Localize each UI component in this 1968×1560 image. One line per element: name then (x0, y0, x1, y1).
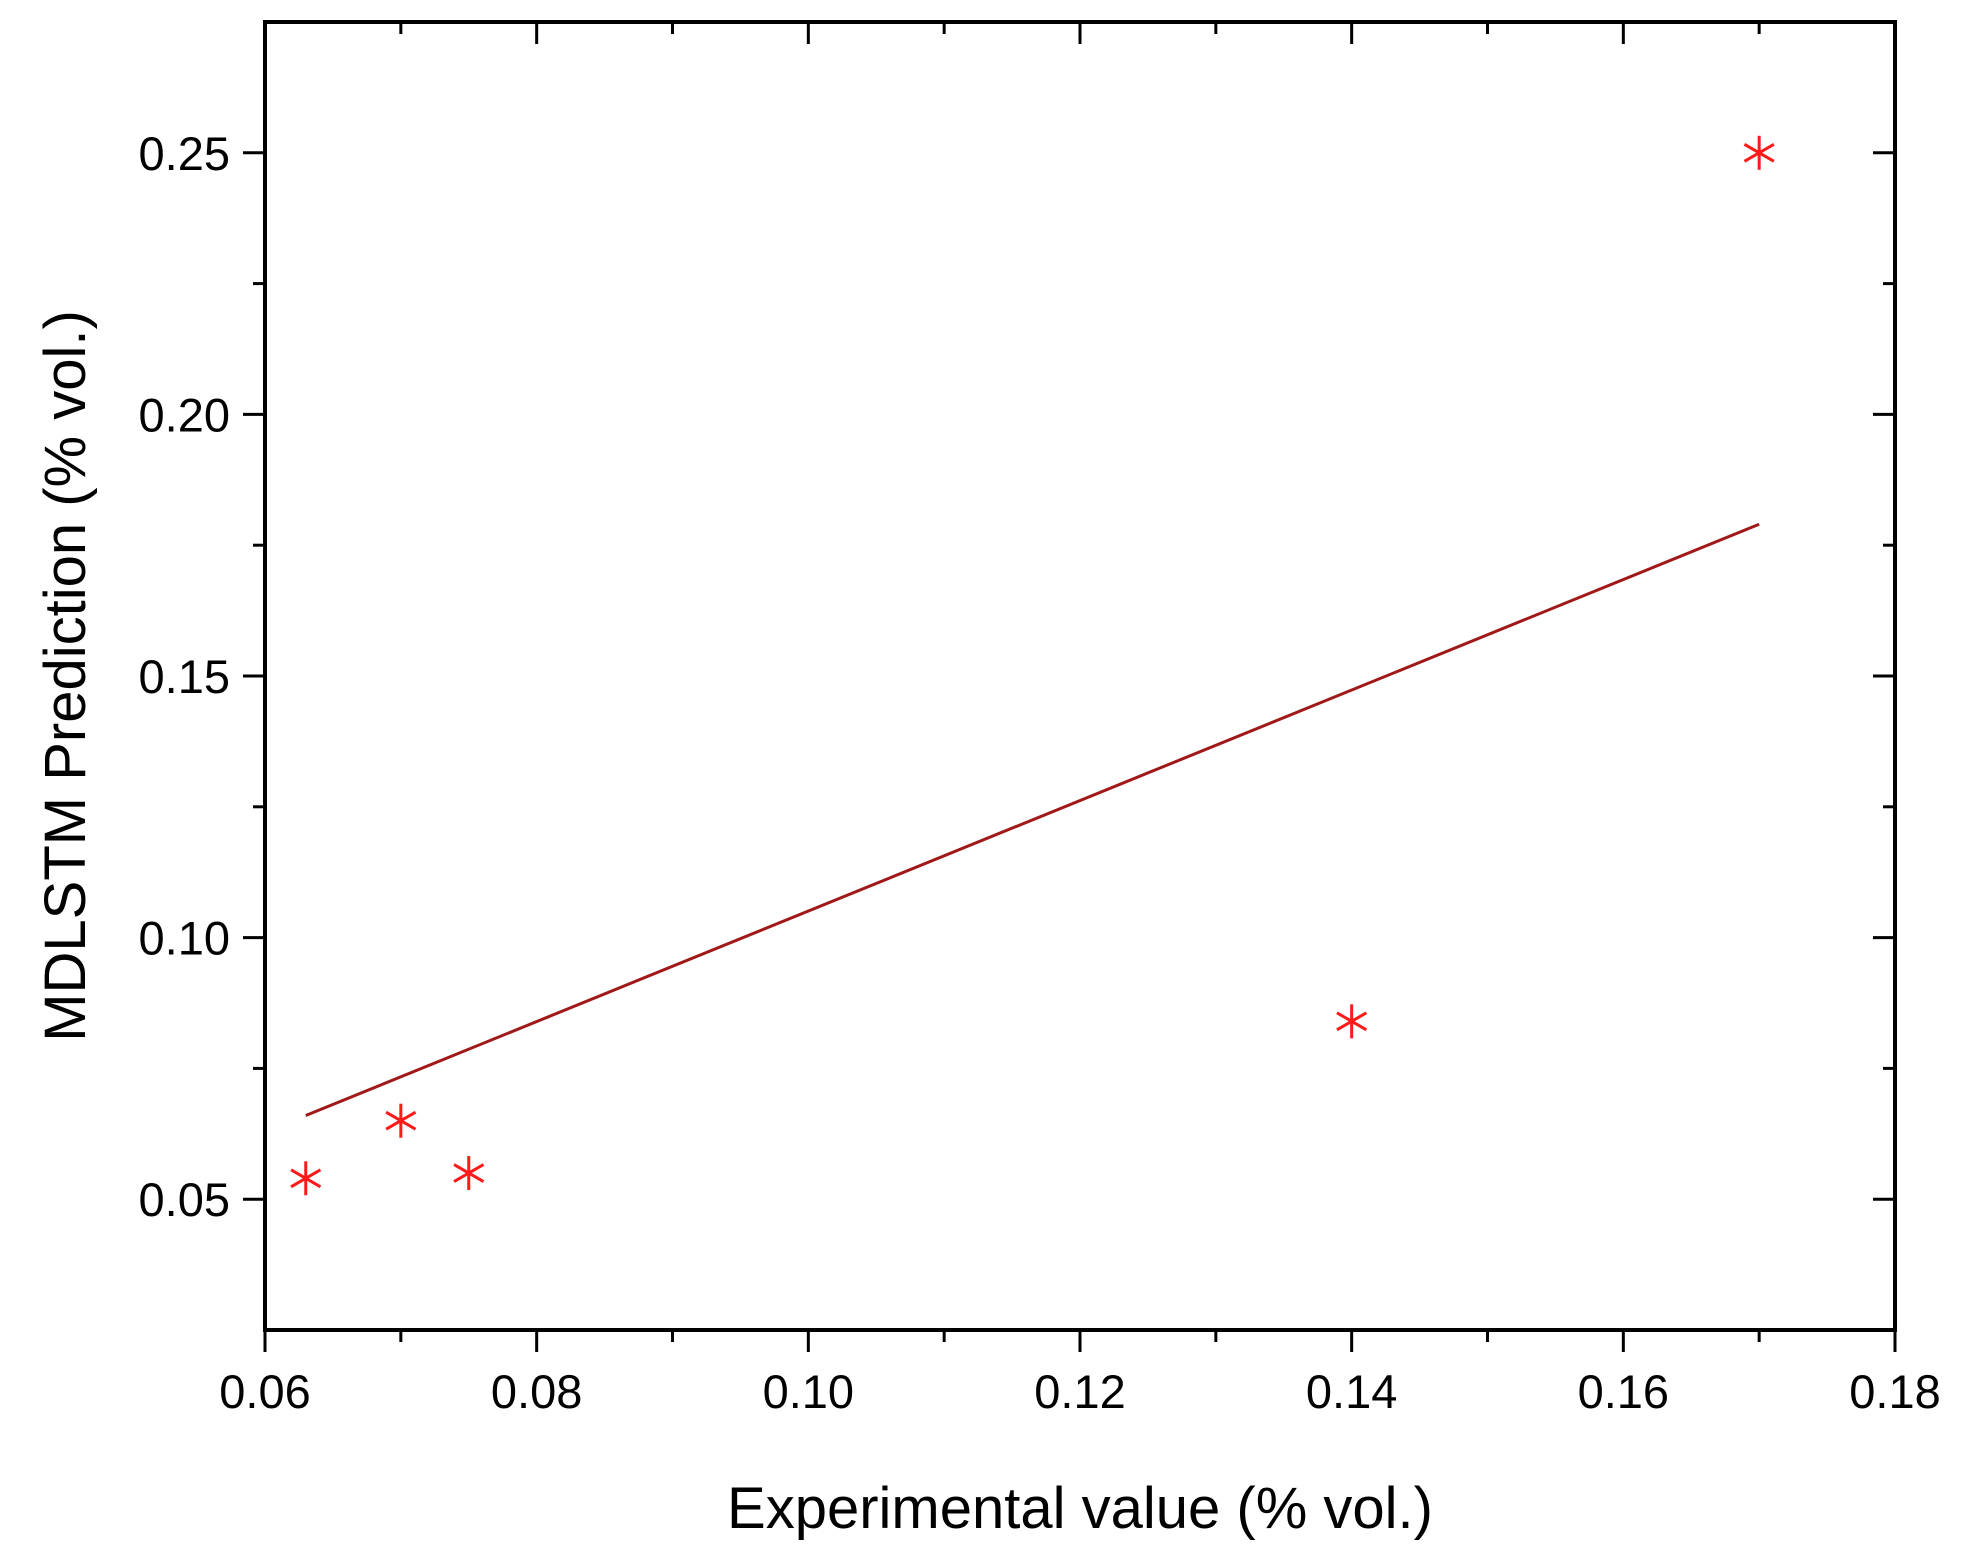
x-tick-label: 0.16 (1578, 1365, 1669, 1418)
y-tick-label: 0.10 (139, 912, 230, 965)
y-axis-label: MDLSTM Prediction (% vol.) (33, 310, 98, 1042)
x-tick-label: 0.06 (219, 1365, 310, 1418)
data-point (385, 1103, 417, 1138)
y-tick-label: 0.25 (139, 127, 230, 180)
data-point (1336, 1004, 1368, 1039)
data-point (453, 1156, 485, 1191)
y-axis-ticks: 0.05 0.10 0.15 0.20 0.25 (139, 127, 1895, 1226)
y-tick-label: 0.15 (139, 650, 230, 703)
data-series (290, 135, 1775, 1196)
plot-area-frame (263, 20, 1897, 1332)
data-point (1743, 135, 1775, 170)
x-axis-label: Experimental value (% vol.) (727, 1476, 1433, 1541)
x-tick-label: 0.08 (491, 1365, 582, 1418)
linear-fit-line (305, 522, 1760, 1117)
x-tick-label: 0.10 (763, 1365, 854, 1418)
x-tick-label: 0.18 (1849, 1365, 1940, 1418)
y-tick-label: 0.05 (139, 1173, 230, 1226)
x-tick-label: 0.12 (1034, 1365, 1125, 1418)
data-point (290, 1161, 322, 1196)
y-tick-label: 0.20 (139, 388, 230, 441)
x-axis-ticks: 0.06 0.08 0.10 0.12 0.14 0.16 0.18 (219, 22, 1941, 1418)
x-tick-label: 0.14 (1306, 1365, 1397, 1418)
